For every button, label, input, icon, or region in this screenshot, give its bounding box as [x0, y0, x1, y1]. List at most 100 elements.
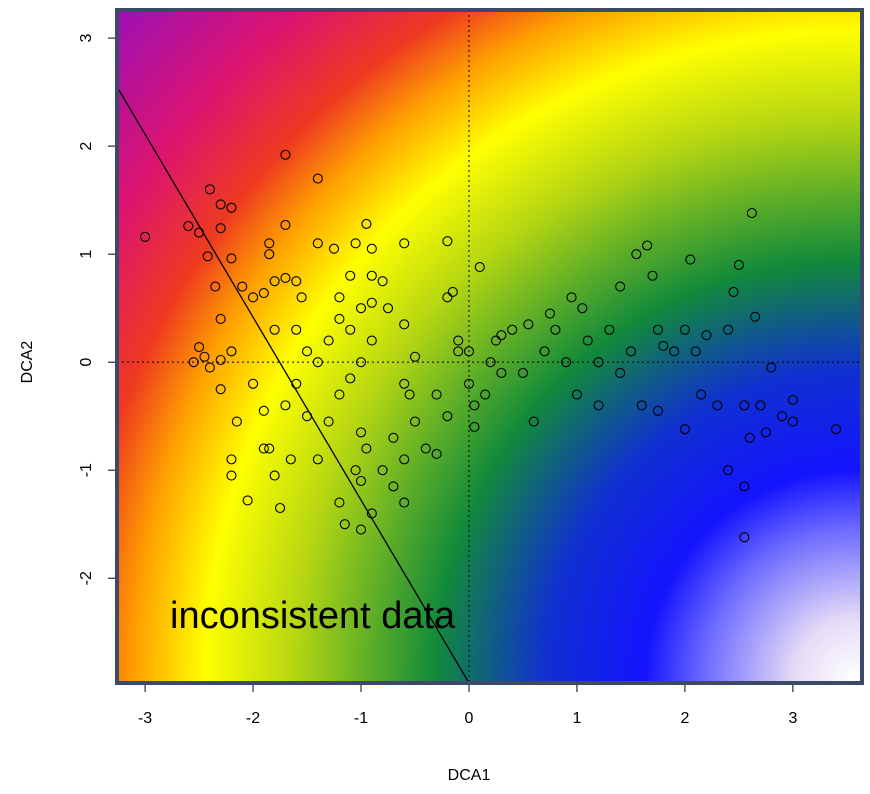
- point: [312, 454, 323, 465]
- point: [442, 236, 453, 247]
- point: [204, 362, 215, 373]
- annotation: inconsistent data: [170, 595, 456, 637]
- point: [226, 253, 237, 264]
- point: [355, 475, 367, 487]
- point: [399, 497, 410, 508]
- point: [202, 251, 213, 262]
- point: [199, 351, 210, 362]
- point: [696, 389, 707, 400]
- x-tick-label: 0: [465, 710, 474, 727]
- point: [593, 357, 604, 368]
- point: [490, 335, 502, 346]
- background: [117, 10, 862, 683]
- point: [615, 367, 626, 379]
- point: [269, 324, 280, 335]
- point: [399, 454, 410, 465]
- point: [242, 495, 253, 506]
- point: [382, 303, 394, 314]
- point: [301, 411, 313, 422]
- point: [231, 416, 242, 427]
- point: [755, 400, 766, 411]
- point: [625, 346, 636, 357]
- point: [264, 238, 275, 249]
- point: [291, 378, 302, 389]
- point: [301, 346, 313, 357]
- point: [140, 231, 151, 242]
- point: [366, 297, 377, 308]
- point: [582, 335, 593, 346]
- point: [312, 173, 323, 184]
- point: [739, 400, 750, 411]
- point: [247, 378, 259, 389]
- point: [258, 443, 269, 454]
- point: [355, 524, 367, 535]
- point: [474, 262, 485, 273]
- point: [355, 427, 367, 438]
- point: [323, 335, 334, 346]
- point: [366, 508, 377, 519]
- y-axis-title: DCA2: [19, 341, 36, 384]
- point: [528, 416, 539, 427]
- point: [787, 416, 798, 427]
- point: [577, 303, 588, 314]
- y-tick-label: -1: [78, 463, 95, 477]
- point: [258, 405, 269, 416]
- point: [453, 346, 464, 357]
- point: [361, 218, 372, 229]
- point: [723, 465, 734, 476]
- point: [215, 199, 226, 210]
- point: [679, 424, 690, 435]
- point: [215, 354, 226, 366]
- point: [399, 319, 410, 330]
- point: [291, 276, 302, 287]
- point: [728, 286, 739, 297]
- point: [264, 443, 275, 454]
- point: [480, 389, 491, 400]
- point: [469, 400, 480, 411]
- point: [366, 243, 377, 254]
- point: [280, 219, 291, 231]
- point: [377, 276, 388, 287]
- point: [561, 357, 572, 368]
- point: [636, 400, 647, 411]
- point: [787, 394, 798, 406]
- point: [669, 346, 680, 357]
- point: [350, 238, 361, 249]
- point: [355, 357, 367, 368]
- point: [296, 292, 307, 303]
- point: [723, 324, 734, 335]
- point: [204, 184, 215, 195]
- point: [442, 411, 453, 422]
- point: [733, 259, 744, 270]
- point: [377, 465, 388, 476]
- x-tick-label: -2: [246, 710, 260, 727]
- point: [409, 416, 421, 427]
- point: [701, 330, 712, 341]
- point: [366, 335, 377, 346]
- point: [420, 443, 431, 454]
- point: [237, 281, 248, 292]
- point: [269, 470, 280, 481]
- point: [388, 432, 399, 443]
- point: [652, 405, 663, 416]
- point: [323, 416, 334, 427]
- point: [404, 389, 415, 400]
- point: [280, 400, 291, 411]
- plot-area: [117, 10, 862, 683]
- point: [469, 421, 480, 433]
- point: [507, 324, 518, 335]
- point: [264, 249, 275, 260]
- point: [431, 448, 442, 460]
- point: [312, 357, 323, 368]
- point: [188, 357, 199, 368]
- point: [463, 378, 475, 389]
- point: [339, 519, 350, 530]
- point: [274, 502, 286, 514]
- point: [280, 272, 291, 283]
- point: [345, 270, 356, 281]
- point: [777, 411, 788, 422]
- x-tick-label: 2: [680, 710, 689, 727]
- point: [766, 362, 777, 373]
- x-tick-label: -1: [354, 710, 368, 727]
